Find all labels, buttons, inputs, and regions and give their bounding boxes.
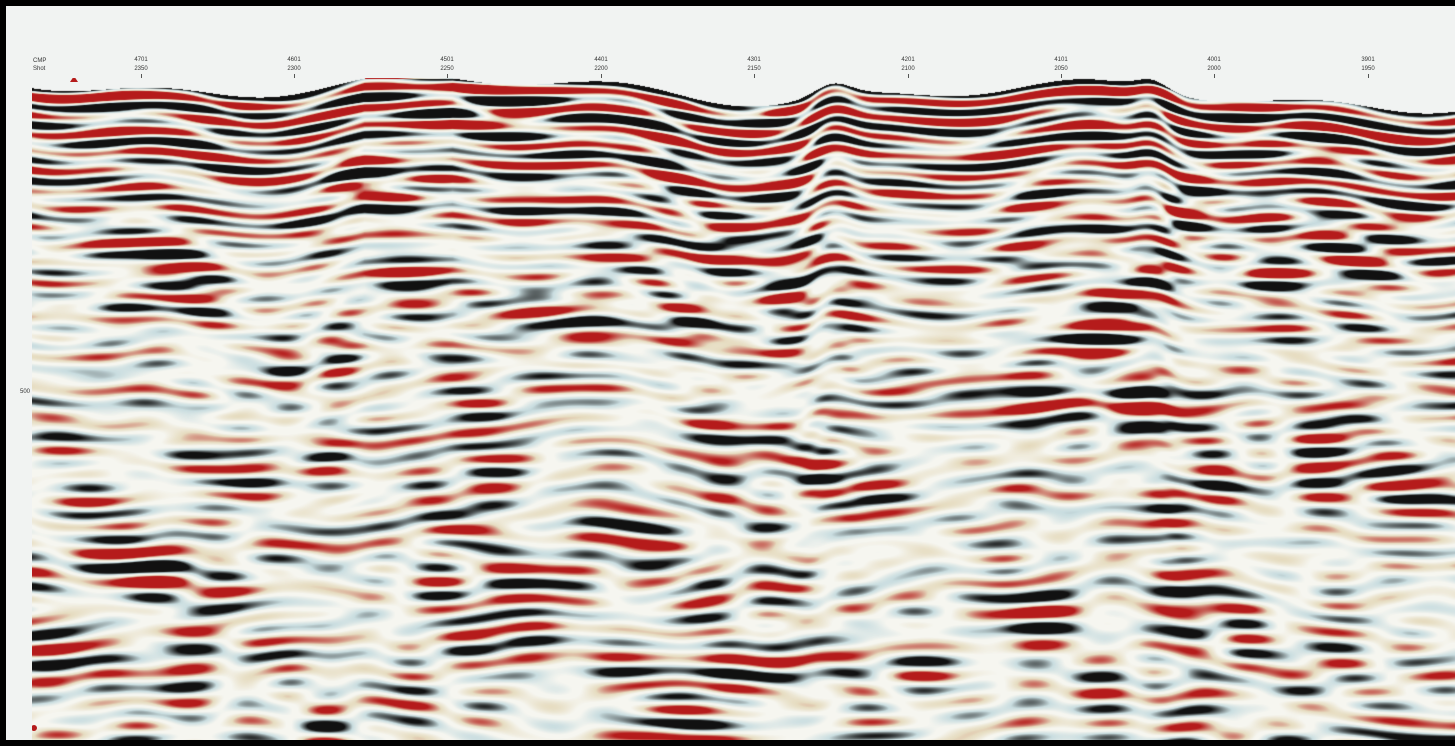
cmp-tick-label: 4001 — [1207, 57, 1221, 63]
tick-mark — [140, 74, 142, 79]
axis-tick: 4501 2250 — [432, 56, 462, 79]
shot-tick-label: 2350 — [134, 66, 148, 72]
cmp-axis-label: CMP — [33, 58, 47, 64]
axis-tick: 4601 2300 — [279, 56, 309, 79]
axis-tick: 4101 2050 — [1046, 56, 1076, 79]
cmp-tick-label: 4201 — [901, 57, 915, 63]
marker-icon — [32, 725, 37, 731]
shot-tick-label: 2000 — [1207, 66, 1221, 72]
shot-tick-label: 2100 — [901, 66, 915, 72]
cmp-tick-label: 4501 — [440, 57, 454, 63]
axis-tick: 4401 2200 — [586, 56, 616, 79]
tick-mark — [1213, 74, 1215, 79]
axis-tick: 4701 2350 — [126, 56, 156, 79]
tick-mark — [1060, 74, 1062, 79]
cmp-tick-label: 4401 — [594, 57, 608, 63]
tick-mark — [446, 74, 448, 79]
tick-mark — [293, 74, 295, 79]
cmp-tick-label: 4701 — [134, 57, 148, 63]
tick-mark — [1367, 74, 1369, 79]
shot-tick-label: 2300 — [287, 66, 301, 72]
cmp-tick-label: 4101 — [1054, 57, 1068, 63]
axis-tick: 4001 2000 — [1199, 56, 1229, 79]
axis-tick: 4301 2150 — [739, 56, 769, 79]
shot-tick-label: 2200 — [594, 66, 608, 72]
tick-mark — [907, 74, 909, 79]
cmp-tick-label: 4601 — [287, 57, 301, 63]
section-overlay — [32, 78, 78, 731]
time-axis-label: 500 — [20, 389, 31, 395]
seismic-section-image — [32, 78, 1455, 740]
axis-tick: 4201 2100 — [893, 56, 923, 79]
shot-tick-label: 2150 — [747, 66, 761, 72]
axis-tick: 3901 1950 — [1353, 56, 1383, 79]
shot-axis-label: Shot — [33, 66, 46, 72]
tick-mark — [600, 74, 602, 79]
cmp-tick-label: 3901 — [1361, 57, 1375, 63]
shot-tick-label: 2050 — [1054, 66, 1068, 72]
tick-mark — [753, 74, 755, 79]
shot-marker-icon — [70, 78, 78, 82]
shot-tick-label: 2250 — [440, 66, 454, 72]
cmp-tick-label: 4301 — [747, 57, 761, 63]
shot-tick-label: 1950 — [1361, 66, 1375, 72]
